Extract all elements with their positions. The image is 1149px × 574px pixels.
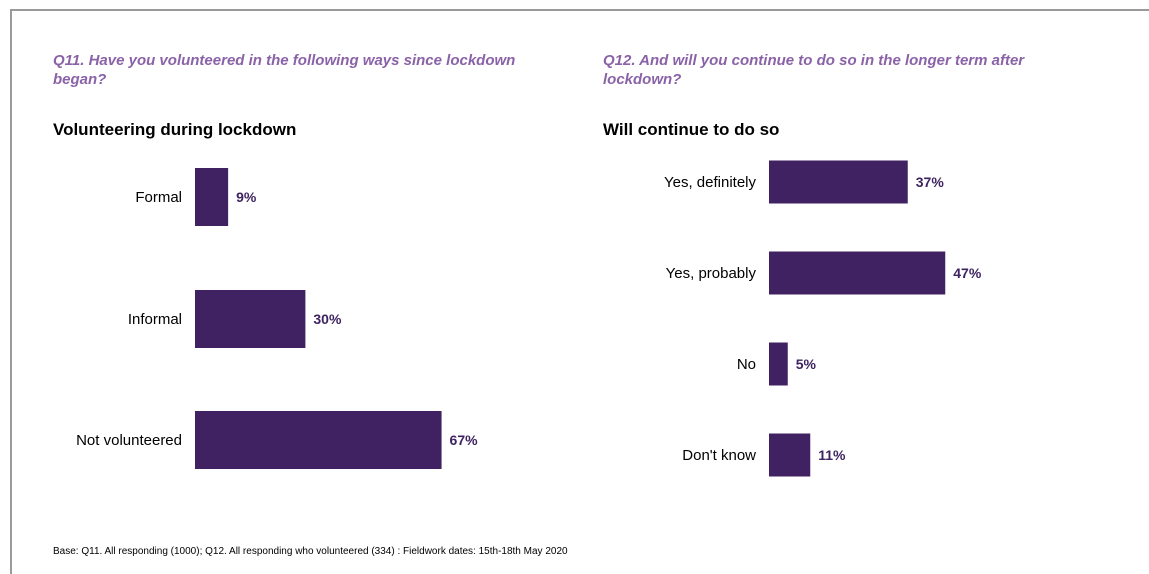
bar-formal xyxy=(195,168,229,226)
right-chart-title: Will continue to do so xyxy=(603,120,780,139)
right-question: Q12. And will you continue to do so in t… xyxy=(603,52,1025,88)
value-label-yes-definitely: 37% xyxy=(916,174,945,190)
left-question: Q11. Have you volunteered in the followi… xyxy=(53,52,516,88)
value-label-informal: 30% xyxy=(313,311,342,327)
bar-no xyxy=(769,342,788,386)
left-chart-title: Volunteering during lockdown xyxy=(53,120,297,139)
continue-bar-chart: Yes, definitely 37% Yes, probably 47% No 5% Do… xyxy=(664,160,982,477)
value-label-formal: 9% xyxy=(236,189,257,205)
category-label-formal: Formal xyxy=(135,189,182,206)
value-label-don-t-know: 11% xyxy=(818,447,846,463)
category-label-yes-definitely: Yes, definitely xyxy=(664,174,757,191)
footnote: Base: Q11. All responding (1000); Q12. A… xyxy=(53,546,568,557)
category-label-no: No xyxy=(737,356,756,373)
volunteering-bar-chart: Formal 9% Informal 30% Not volunteered 67% xyxy=(76,168,479,469)
category-label-don-t-know: Don't know xyxy=(682,447,756,464)
bar-don-t-know xyxy=(769,433,811,477)
bar-informal xyxy=(195,290,306,348)
bar-not-volunteered xyxy=(195,411,442,469)
chart-frame xyxy=(10,9,1149,574)
category-label-not-volunteered: Not volunteered xyxy=(76,432,182,449)
bar-yes-probably xyxy=(769,251,946,295)
category-label-yes-probably: Yes, probably xyxy=(666,265,757,282)
value-label-no: 5% xyxy=(796,356,817,372)
category-label-informal: Informal xyxy=(128,311,182,328)
value-label-yes-probably: 47% xyxy=(953,265,982,281)
value-label-not-volunteered: 67% xyxy=(450,432,479,448)
bar-yes-definitely xyxy=(769,160,908,204)
